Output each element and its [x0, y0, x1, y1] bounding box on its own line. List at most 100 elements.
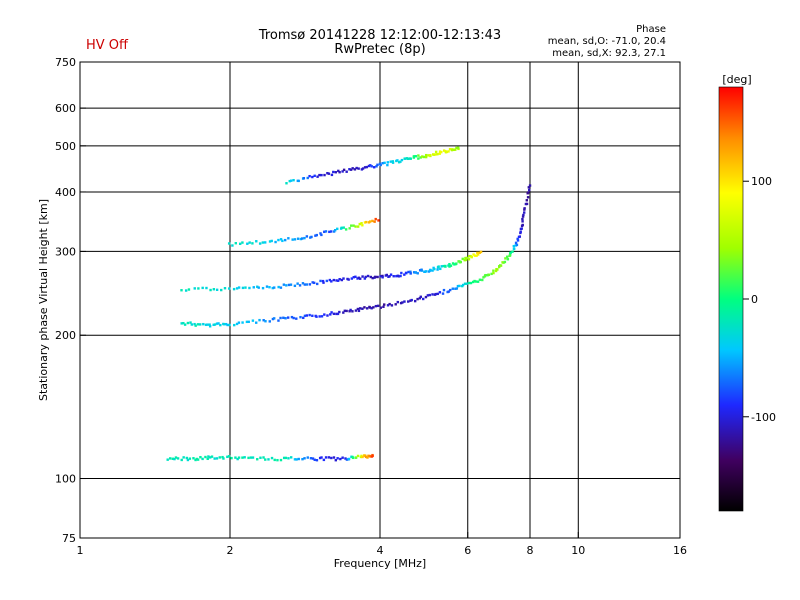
data-point — [482, 276, 485, 279]
data-point — [332, 456, 336, 459]
data-point — [354, 225, 357, 228]
data-point — [397, 275, 401, 278]
data-point — [361, 455, 364, 459]
data-point — [287, 283, 291, 287]
data-point — [511, 250, 514, 253]
data-point — [322, 281, 325, 284]
data-point — [379, 306, 382, 309]
data-point — [220, 288, 223, 292]
data-point — [208, 323, 211, 326]
data-point — [364, 275, 367, 279]
data-point — [360, 222, 363, 225]
data-point — [459, 260, 462, 264]
phase-heading: Phase — [636, 24, 666, 35]
data-point — [451, 287, 454, 290]
data-point — [293, 238, 297, 241]
data-point — [394, 303, 397, 306]
data-point — [212, 323, 215, 327]
data-point — [376, 275, 379, 279]
data-point — [327, 172, 331, 175]
data-point — [348, 168, 351, 171]
data-point — [311, 314, 314, 317]
data-point — [323, 313, 326, 316]
data-point — [277, 238, 280, 242]
data-point — [323, 230, 326, 234]
data-point — [356, 277, 359, 280]
data-point — [303, 236, 306, 240]
data-point — [258, 242, 262, 245]
data-point — [373, 220, 376, 223]
data-point — [409, 272, 412, 275]
data-point — [309, 236, 312, 239]
phase-stats-o: mean, sd,O: -71.0, 20.4 — [548, 36, 666, 47]
data-point — [424, 270, 428, 273]
data-point — [321, 279, 325, 283]
data-point — [448, 262, 451, 266]
data-point — [351, 310, 354, 313]
data-point — [389, 273, 393, 276]
data-point — [348, 310, 351, 313]
x-axis-ticks: 1 2 4 6 8 10 16 — [77, 532, 687, 557]
data-point — [363, 277, 367, 280]
data-point — [320, 173, 323, 177]
data-point — [423, 270, 427, 274]
data-point — [492, 271, 495, 275]
data-point — [371, 454, 374, 458]
data-point — [303, 314, 307, 318]
data-point — [366, 274, 370, 278]
data-point — [342, 277, 345, 280]
data-point — [512, 247, 516, 250]
data-point — [467, 281, 471, 285]
data-point — [291, 238, 294, 241]
data-point — [449, 264, 453, 267]
data-point — [434, 150, 438, 154]
data-point — [374, 275, 377, 279]
data-point — [345, 458, 349, 461]
data-point — [202, 322, 205, 326]
data-point — [438, 152, 441, 155]
data-point — [335, 279, 338, 282]
data-point — [358, 307, 362, 310]
y-tick-label: 200 — [55, 329, 76, 342]
data-point — [193, 322, 196, 326]
data-point — [354, 309, 358, 312]
data-point — [338, 277, 341, 281]
data-point — [303, 457, 306, 460]
data-point — [391, 161, 395, 164]
data-point — [336, 312, 340, 316]
data-point — [400, 271, 403, 275]
data-point — [476, 253, 480, 256]
data-point — [284, 317, 287, 320]
data-point — [324, 456, 328, 459]
data-point — [238, 242, 242, 246]
data-point — [344, 228, 348, 231]
data-point — [419, 156, 422, 159]
x-axis-label: Frequency [MHz] — [334, 557, 426, 570]
data-point — [525, 199, 529, 202]
data-point — [444, 264, 447, 268]
data-point — [241, 241, 244, 244]
data-point — [271, 286, 274, 290]
data-point — [234, 242, 237, 245]
data-point — [187, 288, 191, 291]
data-point — [300, 237, 304, 240]
data-point — [267, 458, 270, 461]
data-point — [190, 323, 194, 326]
data-point — [475, 254, 478, 257]
data-point — [447, 150, 450, 153]
data-point — [199, 323, 202, 326]
data-point — [474, 280, 478, 283]
data-point — [450, 148, 454, 152]
data-point — [381, 162, 384, 165]
data-point — [432, 266, 435, 270]
x-tick-label: 6 — [464, 544, 471, 557]
data-point — [403, 273, 406, 276]
data-point — [246, 242, 249, 245]
data-point — [369, 164, 372, 167]
data-point — [407, 300, 410, 303]
data-point — [364, 454, 367, 457]
data-point — [289, 179, 293, 182]
data-point — [409, 270, 412, 273]
data-point — [196, 323, 200, 326]
